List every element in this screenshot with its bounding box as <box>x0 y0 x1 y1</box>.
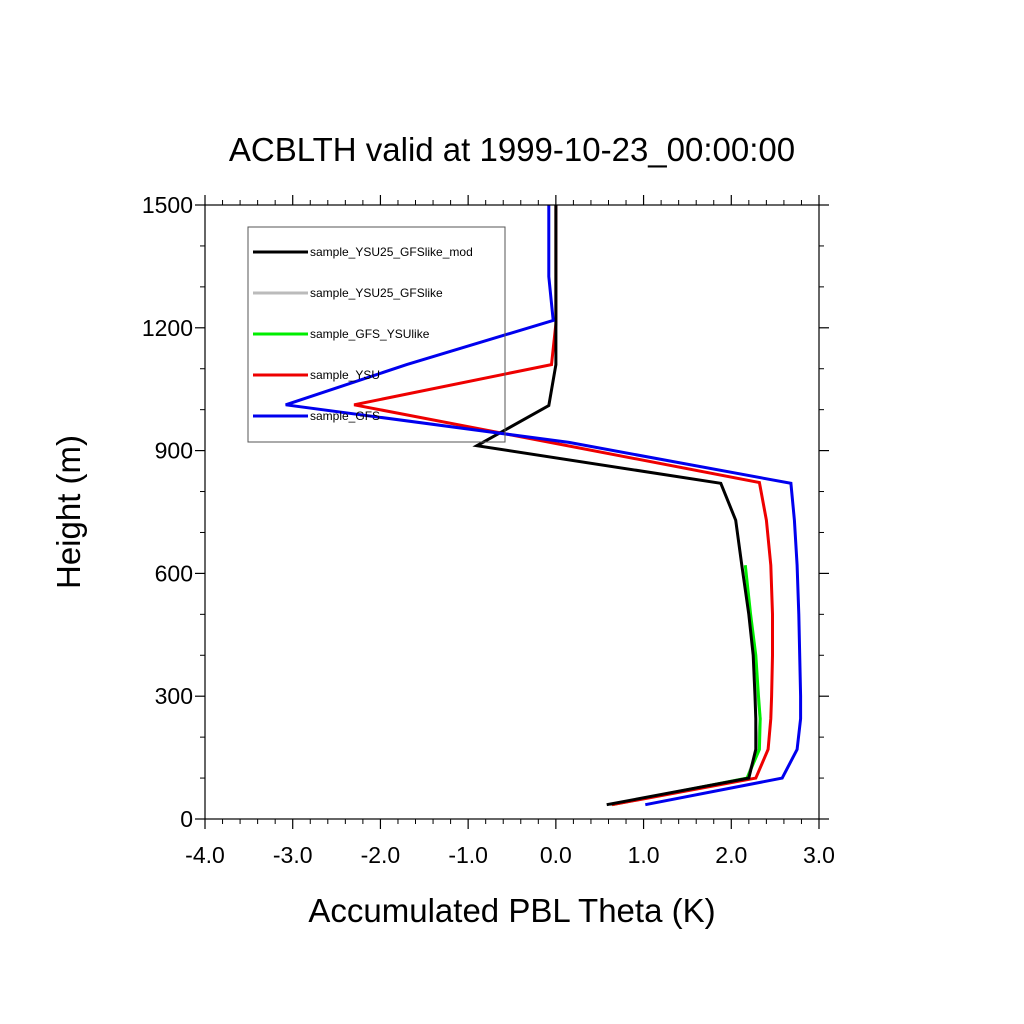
series-line-sample_GFS_YSUlike <box>611 565 762 807</box>
y-axis-label: Height (m) <box>50 435 87 589</box>
series-line-sample_GFS <box>285 205 803 807</box>
x-axis-label: Accumulated PBL Theta (K) <box>308 892 715 929</box>
tick-layer: -4.0 -3.0 -2.0 -1.0 0.0 1.0 2.0 3.0 0 300 600 900 12… <box>142 192 835 868</box>
legend-label: sample_YSU <box>310 368 380 382</box>
x-tick-label: 0.0 <box>540 842 572 868</box>
legend-label: sample_YSU25_GFSlike_mod <box>310 245 473 259</box>
plot-frame <box>204 204 820 820</box>
legend: sample_YSU25_GFSlike_mod sample_YSU25_GFS… <box>247 226 506 443</box>
legend-box <box>247 226 506 443</box>
series-line-sample_YSU <box>353 205 774 807</box>
x-tick-label: -2.0 <box>361 842 401 868</box>
y-tick-label: 0 <box>180 806 193 832</box>
x-tick-label: -4.0 <box>185 842 225 868</box>
legend-label: sample_GFS <box>310 409 380 423</box>
x-tick-label: -3.0 <box>273 842 313 868</box>
series-line-sample_YSU25_GFSlike_mod <box>472 205 758 807</box>
y-tick-label: 900 <box>155 438 193 464</box>
x-tick-label: 2.0 <box>715 842 747 868</box>
x-tick-label: -1.0 <box>448 842 488 868</box>
series-line-sample_YSU25_GFSlike <box>609 614 762 807</box>
series-layer <box>285 205 803 807</box>
y-tick-label: 1500 <box>142 192 193 218</box>
y-tick-label: 1200 <box>142 315 193 341</box>
x-tick-label: 1.0 <box>628 842 660 868</box>
y-tick-label: 300 <box>155 683 193 709</box>
y-tick-label: 600 <box>155 560 193 586</box>
chart-title: ACBLTH valid at 1999-10-23_00:00:00 <box>229 131 795 168</box>
legend-label: sample_GFS_YSUlike <box>310 327 430 341</box>
x-tick-label: 3.0 <box>803 842 835 868</box>
legend-label: sample_YSU25_GFSlike <box>310 286 443 300</box>
